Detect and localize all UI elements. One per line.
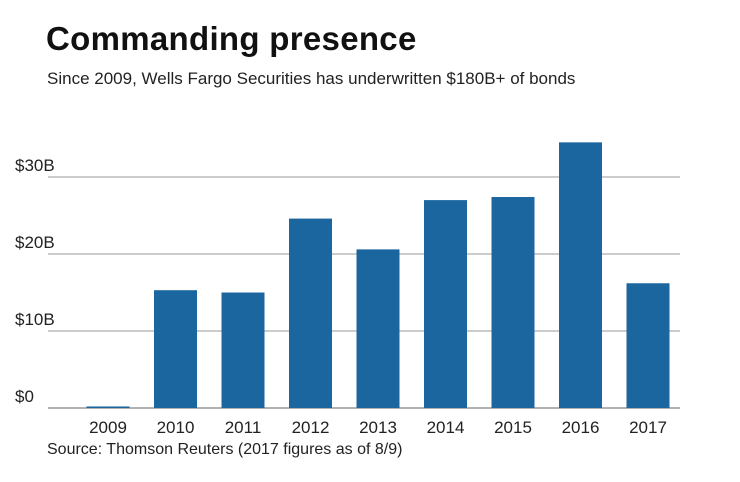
chart-source: Source: Thomson Reuters (2017 figures as… (47, 441, 403, 458)
y-tick-label: $0 (15, 387, 34, 406)
bar-2010 (154, 290, 197, 408)
bar-2013 (356, 249, 400, 408)
x-tick-label: 2009 (89, 418, 127, 437)
chart-title: Commanding presence (46, 20, 417, 57)
x-tick-label: 2015 (494, 418, 532, 437)
bar-2012 (289, 218, 332, 408)
x-tick-label: 2013 (359, 418, 397, 437)
y-tick-label: $20B (15, 233, 55, 252)
bar-2011 (221, 292, 265, 408)
x-tick-label: 2011 (225, 418, 262, 437)
bar-2016 (559, 142, 602, 408)
bar-2009 (86, 406, 130, 408)
x-tick-label: 2014 (427, 418, 465, 437)
x-tick-label: 2012 (292, 418, 330, 437)
chart-subtitle: Since 2009, Wells Fargo Securities has u… (47, 69, 576, 88)
bar-2014 (424, 200, 467, 408)
y-tick-label: $10B (15, 310, 55, 329)
x-tick-label: 2017 (629, 418, 667, 437)
bar-2015 (491, 197, 535, 408)
bar-2017 (626, 283, 670, 408)
x-tick-label: 2016 (562, 418, 600, 437)
y-tick-label: $30B (15, 156, 55, 175)
x-tick-label: 2010 (157, 418, 195, 437)
